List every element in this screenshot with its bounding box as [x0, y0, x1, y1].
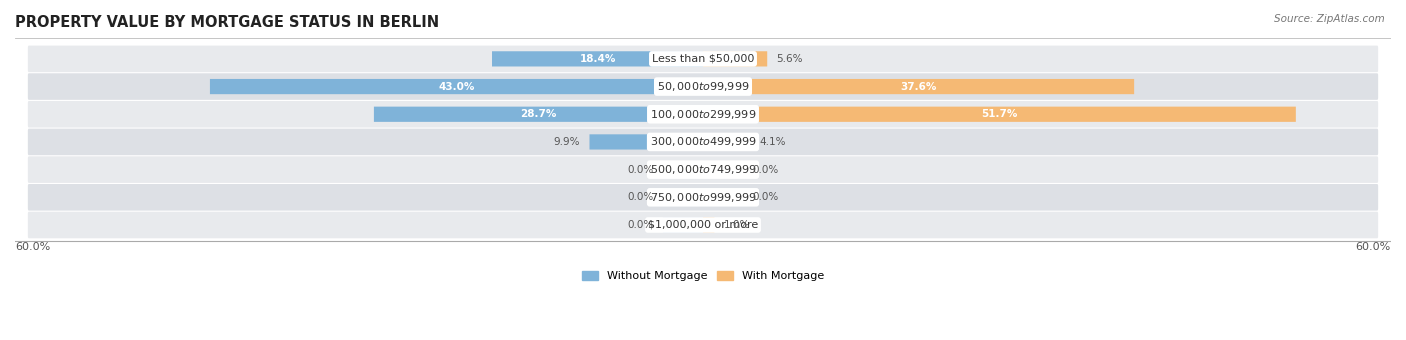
FancyBboxPatch shape: [662, 162, 703, 177]
FancyBboxPatch shape: [28, 73, 1378, 100]
FancyBboxPatch shape: [374, 107, 703, 122]
Text: PROPERTY VALUE BY MORTGAGE STATUS IN BERLIN: PROPERTY VALUE BY MORTGAGE STATUS IN BER…: [15, 15, 439, 30]
FancyBboxPatch shape: [703, 107, 1296, 122]
Text: $750,000 to $999,999: $750,000 to $999,999: [650, 191, 756, 204]
Text: $300,000 to $499,999: $300,000 to $499,999: [650, 135, 756, 149]
FancyBboxPatch shape: [209, 79, 703, 94]
Text: 60.0%: 60.0%: [15, 242, 51, 252]
Text: 4.1%: 4.1%: [759, 137, 786, 147]
FancyBboxPatch shape: [703, 51, 768, 67]
FancyBboxPatch shape: [492, 51, 703, 67]
Text: 9.9%: 9.9%: [554, 137, 581, 147]
Text: 37.6%: 37.6%: [900, 82, 936, 91]
Text: 1.0%: 1.0%: [724, 220, 749, 230]
Text: Less than $50,000: Less than $50,000: [652, 54, 754, 64]
FancyBboxPatch shape: [28, 129, 1378, 155]
FancyBboxPatch shape: [28, 101, 1378, 128]
FancyBboxPatch shape: [28, 212, 1378, 238]
FancyBboxPatch shape: [28, 156, 1378, 183]
Text: Source: ZipAtlas.com: Source: ZipAtlas.com: [1274, 14, 1385, 23]
Text: 5.6%: 5.6%: [776, 54, 803, 64]
Text: 51.7%: 51.7%: [981, 109, 1018, 119]
Text: 0.0%: 0.0%: [627, 192, 654, 202]
Text: $1,000,000 or more: $1,000,000 or more: [648, 220, 758, 230]
Text: $50,000 to $99,999: $50,000 to $99,999: [657, 80, 749, 93]
FancyBboxPatch shape: [703, 134, 749, 150]
FancyBboxPatch shape: [28, 46, 1378, 72]
FancyBboxPatch shape: [703, 217, 714, 233]
FancyBboxPatch shape: [662, 217, 703, 233]
Text: 28.7%: 28.7%: [520, 109, 557, 119]
Text: 43.0%: 43.0%: [439, 82, 475, 91]
FancyBboxPatch shape: [703, 190, 744, 205]
Text: 0.0%: 0.0%: [752, 192, 779, 202]
FancyBboxPatch shape: [703, 162, 744, 177]
FancyBboxPatch shape: [28, 184, 1378, 210]
Legend: Without Mortgage, With Mortgage: Without Mortgage, With Mortgage: [578, 267, 828, 286]
FancyBboxPatch shape: [662, 190, 703, 205]
Text: $100,000 to $299,999: $100,000 to $299,999: [650, 108, 756, 121]
Text: 0.0%: 0.0%: [752, 165, 779, 175]
FancyBboxPatch shape: [589, 134, 703, 150]
Text: 0.0%: 0.0%: [627, 220, 654, 230]
Text: 0.0%: 0.0%: [627, 165, 654, 175]
Text: 18.4%: 18.4%: [579, 54, 616, 64]
Text: 60.0%: 60.0%: [1355, 242, 1391, 252]
FancyBboxPatch shape: [703, 79, 1135, 94]
Text: $500,000 to $749,999: $500,000 to $749,999: [650, 163, 756, 176]
